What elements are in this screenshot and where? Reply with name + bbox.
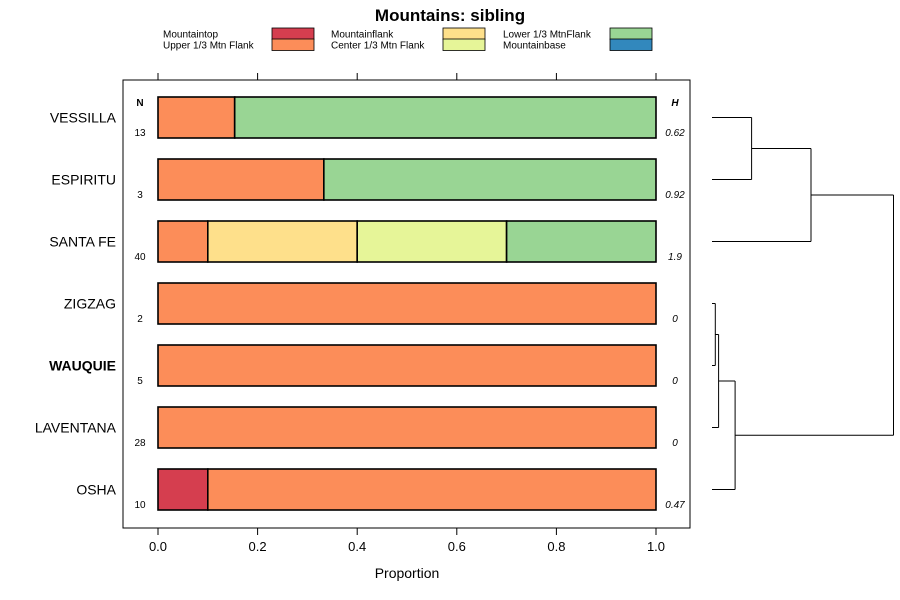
legend-swatch-lower-1-3-mtnflank [609,27,653,40]
legend-swatch-center-1-3-mtn-flank [442,38,486,51]
plot-frame [122,79,691,529]
category-label: ESPIRITU [51,172,116,188]
legend-label-upper-1-3-mtn-flank: Upper 1/3 Mtn Flank [163,41,255,52]
bar-row-laventana: LAVENTANA 28 0 [35,406,678,449]
bar-row-santa-fe: SANTA FE 40 1.9 [49,220,682,263]
n-value: 40 [134,252,146,263]
legend-swatch-mountainflank [442,27,486,40]
x-tick-label: 0.0 [149,539,167,554]
legend-label-center-1-3-mtn-flank: Center 1/3 Mtn Flank [331,41,425,52]
legend-label-mountaintop: Mountaintop [163,30,218,41]
x-axis: 0.0 0.2 0.4 0.6 0.8 1.0 [149,73,665,554]
legend-label-mountainflank: Mountainflank [331,30,394,41]
legend-swatch-mountaintop [271,27,315,40]
x-axis-title: Proportion [375,565,440,581]
bar-segment-mountaintop [157,468,209,511]
category-label: LAVENTANA [35,420,117,436]
bar-segment-lower-1-3-mtnflank [233,96,657,139]
n-value: 5 [137,376,143,387]
n-value: 28 [134,438,146,449]
x-tick-label: 0.6 [448,539,466,554]
bar-segment-upper-1-3-mtn-flank [207,468,657,511]
bar-segment-upper-1-3-mtn-flank [157,158,325,201]
h-value: 0.92 [665,190,685,201]
bar-row-wauquie: WAUQUIE 5 0 [49,344,678,387]
category-label: ZIGZAG [64,296,116,312]
category-label: SANTA FE [49,234,116,250]
bar-segment-lower-1-3-mtnflank [323,158,657,201]
n-value: 10 [134,500,146,511]
bar-segment-upper-1-3-mtn-flank [157,282,657,325]
bar-segment-lower-1-3-mtnflank [505,220,657,263]
legend-swatch-upper-1-3-mtn-flank [271,38,315,51]
bar-row-vessilla: VESSILLA 13 0.62 [50,96,685,139]
legend-label-mountainbase: Mountainbase [503,41,566,52]
bar-segment-upper-1-3-mtn-flank [157,344,657,387]
legend-label-lower-1-3-mtnflank: Lower 1/3 MtnFlank [503,30,592,41]
bar-segment-mountainflank [207,220,358,263]
n-column-header: N [136,98,143,109]
chart-title: Mountains: sibling [375,6,525,25]
bar-row-osha: OSHA 10 0.47 [76,468,685,511]
bars: VESSILLA 13 0.62 ESPIRITU 3 0.92 SANTA FE 40 1.9… [35,96,685,511]
x-tick-label: 0.2 [249,539,267,554]
h-value: 0.62 [665,128,685,139]
dendrogram [712,117,894,490]
h-value: 0 [672,438,678,449]
bar-segment-upper-1-3-mtn-flank [157,220,209,263]
bar-row-zigzag: ZIGZAG 2 0 [64,282,678,325]
n-value: 13 [134,128,146,139]
bar-segment-upper-1-3-mtn-flank [157,406,657,449]
x-tick-label: 0.4 [348,539,366,554]
h-value: 1.9 [668,252,682,263]
h-value: 0 [672,314,678,325]
n-value: 3 [137,190,143,201]
bar-row-espiritu: ESPIRITU 3 0.92 [51,158,685,201]
h-value: 0 [672,376,678,387]
category-label: WAUQUIE [49,358,116,374]
h-column-header: H [671,98,679,109]
x-tick-label: 0.8 [547,539,565,554]
bar-segment-center-1-3-mtn-flank [356,220,508,263]
h-value: 0.47 [665,500,685,511]
category-label: OSHA [76,482,116,498]
n-value: 2 [137,314,143,325]
category-label: VESSILLA [50,110,117,126]
legend-swatch-mountainbase [609,38,653,51]
x-tick-label: 1.0 [647,539,665,554]
bar-segment-upper-1-3-mtn-flank [157,96,236,139]
